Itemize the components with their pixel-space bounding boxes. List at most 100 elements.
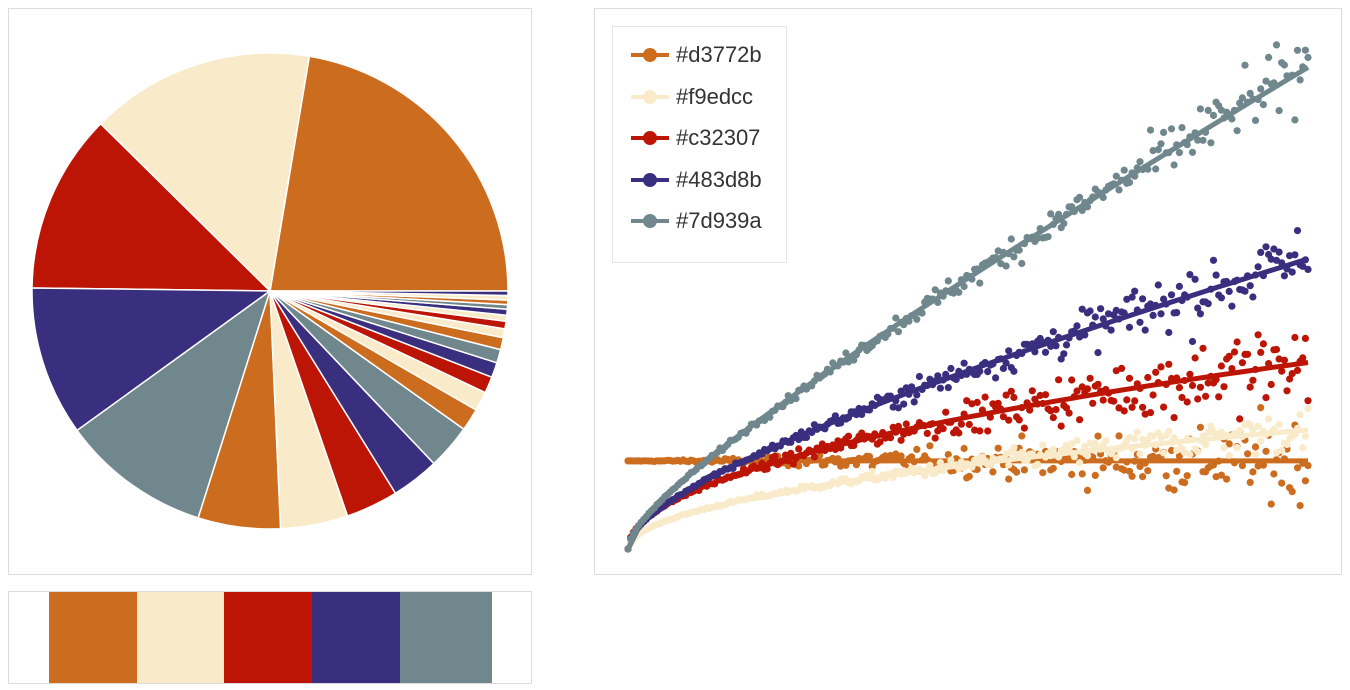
scatter-point xyxy=(1175,149,1183,157)
scatter-point xyxy=(1191,354,1199,362)
scatter-point xyxy=(1154,146,1162,154)
scatter-point xyxy=(992,374,1000,382)
scatter-point xyxy=(1099,315,1107,323)
scatter-point xyxy=(1288,268,1296,276)
scatter-point xyxy=(1118,364,1126,372)
palette-swatch-bar xyxy=(8,591,532,684)
scatter-point xyxy=(1202,441,1210,449)
scatter-point xyxy=(1246,478,1254,486)
scatter-point xyxy=(965,472,973,480)
scatter-point xyxy=(1233,443,1241,452)
scatter-point xyxy=(850,356,858,364)
scatter-point xyxy=(1005,461,1013,469)
scatter-point xyxy=(1194,136,1202,144)
scatter-point xyxy=(1301,46,1309,54)
scatter-point xyxy=(1055,210,1063,218)
scatter-point xyxy=(795,445,803,453)
legend-item[interactable]: #7d939a xyxy=(613,205,786,247)
scatter-point xyxy=(1286,252,1294,260)
scatter-point xyxy=(1301,432,1309,440)
scatter-point xyxy=(1018,259,1026,268)
scatter-point xyxy=(1196,383,1204,391)
scatter-point xyxy=(894,328,902,336)
scatter-point xyxy=(1073,322,1081,330)
scatter-point xyxy=(923,429,931,437)
scatter-point xyxy=(1154,281,1162,289)
scatter-point xyxy=(1173,467,1181,475)
scatter-point xyxy=(892,314,900,322)
scatter-point xyxy=(1272,41,1281,49)
scatter-point xyxy=(1041,391,1050,399)
legend-item[interactable]: #483d8b xyxy=(613,164,786,206)
scatter-point xyxy=(931,434,939,442)
legend-marker-dot xyxy=(643,131,657,145)
scatter-point xyxy=(1131,435,1139,443)
scatter-point xyxy=(1257,404,1265,412)
scatter-point xyxy=(1120,407,1128,415)
scatter-point xyxy=(1241,287,1249,295)
scatter-point xyxy=(1131,397,1139,405)
legend-item[interactable]: #f9edcc xyxy=(613,81,786,123)
scatter-point xyxy=(1207,422,1215,430)
scatter-point xyxy=(1173,309,1181,317)
scatter-point xyxy=(1167,291,1176,299)
legend-item[interactable]: #c32307 xyxy=(613,122,786,164)
legend-label: #c32307 xyxy=(676,125,761,150)
scatter-point xyxy=(1233,338,1241,346)
scatter-point xyxy=(876,438,884,446)
scatter-point xyxy=(1136,450,1144,458)
scatter-point xyxy=(1165,360,1173,368)
scatter-point xyxy=(1175,452,1183,460)
scatter-point xyxy=(1020,424,1028,432)
scatter-point xyxy=(1199,344,1207,352)
scatter-point xyxy=(1157,310,1165,318)
legend-marker-icon xyxy=(631,48,669,62)
scatter-point xyxy=(1123,396,1131,404)
scatter-point xyxy=(942,408,950,416)
scatter-point xyxy=(1007,387,1015,395)
legend-marker-dot xyxy=(643,48,657,62)
pie-slice xyxy=(269,290,509,297)
scatter-point xyxy=(1136,462,1144,470)
scatter-point xyxy=(960,359,968,367)
scatter-point xyxy=(1228,365,1236,373)
scatter-point xyxy=(831,412,839,420)
scatter-point xyxy=(1191,275,1199,283)
pie-chart-panel xyxy=(8,8,532,575)
scatter-point xyxy=(1018,432,1026,440)
scatter-point xyxy=(1170,486,1178,494)
legend-item[interactable]: #d3772b xyxy=(613,39,786,81)
scatter-point xyxy=(1157,140,1165,148)
scatter-point xyxy=(1196,423,1204,431)
pie-slice xyxy=(31,122,272,292)
scatter-point xyxy=(1052,406,1060,414)
scatter-point xyxy=(1254,422,1262,430)
scatter-point xyxy=(1028,387,1036,395)
scatter-point xyxy=(868,467,876,475)
scatter-point xyxy=(963,397,971,405)
scatter-point xyxy=(1039,469,1047,477)
legend-marker-icon xyxy=(631,172,669,187)
scatter-point xyxy=(1259,461,1267,469)
legend-marker-icon xyxy=(631,89,669,104)
scatter-point xyxy=(1128,472,1136,480)
scatter-point xyxy=(976,427,984,435)
scatter-point xyxy=(900,400,908,408)
legend-marker-icon xyxy=(631,131,669,145)
scatter-point xyxy=(913,391,921,399)
scatter-point xyxy=(1010,444,1018,452)
scatter-point xyxy=(955,429,963,437)
scatter-point xyxy=(1002,262,1010,270)
scatter-point xyxy=(960,444,968,453)
scatter-point xyxy=(1257,85,1265,93)
scatter-point xyxy=(1202,392,1210,400)
scatter-point xyxy=(1049,414,1057,422)
scatter-point xyxy=(1052,342,1060,350)
scatter-point xyxy=(1293,46,1302,54)
scatter-point xyxy=(973,398,981,406)
scatter-point xyxy=(1220,443,1228,452)
scatter-point xyxy=(1055,376,1063,384)
scatter-point xyxy=(989,468,997,476)
scatter-point xyxy=(1257,248,1265,256)
scatter-point xyxy=(1249,468,1257,476)
